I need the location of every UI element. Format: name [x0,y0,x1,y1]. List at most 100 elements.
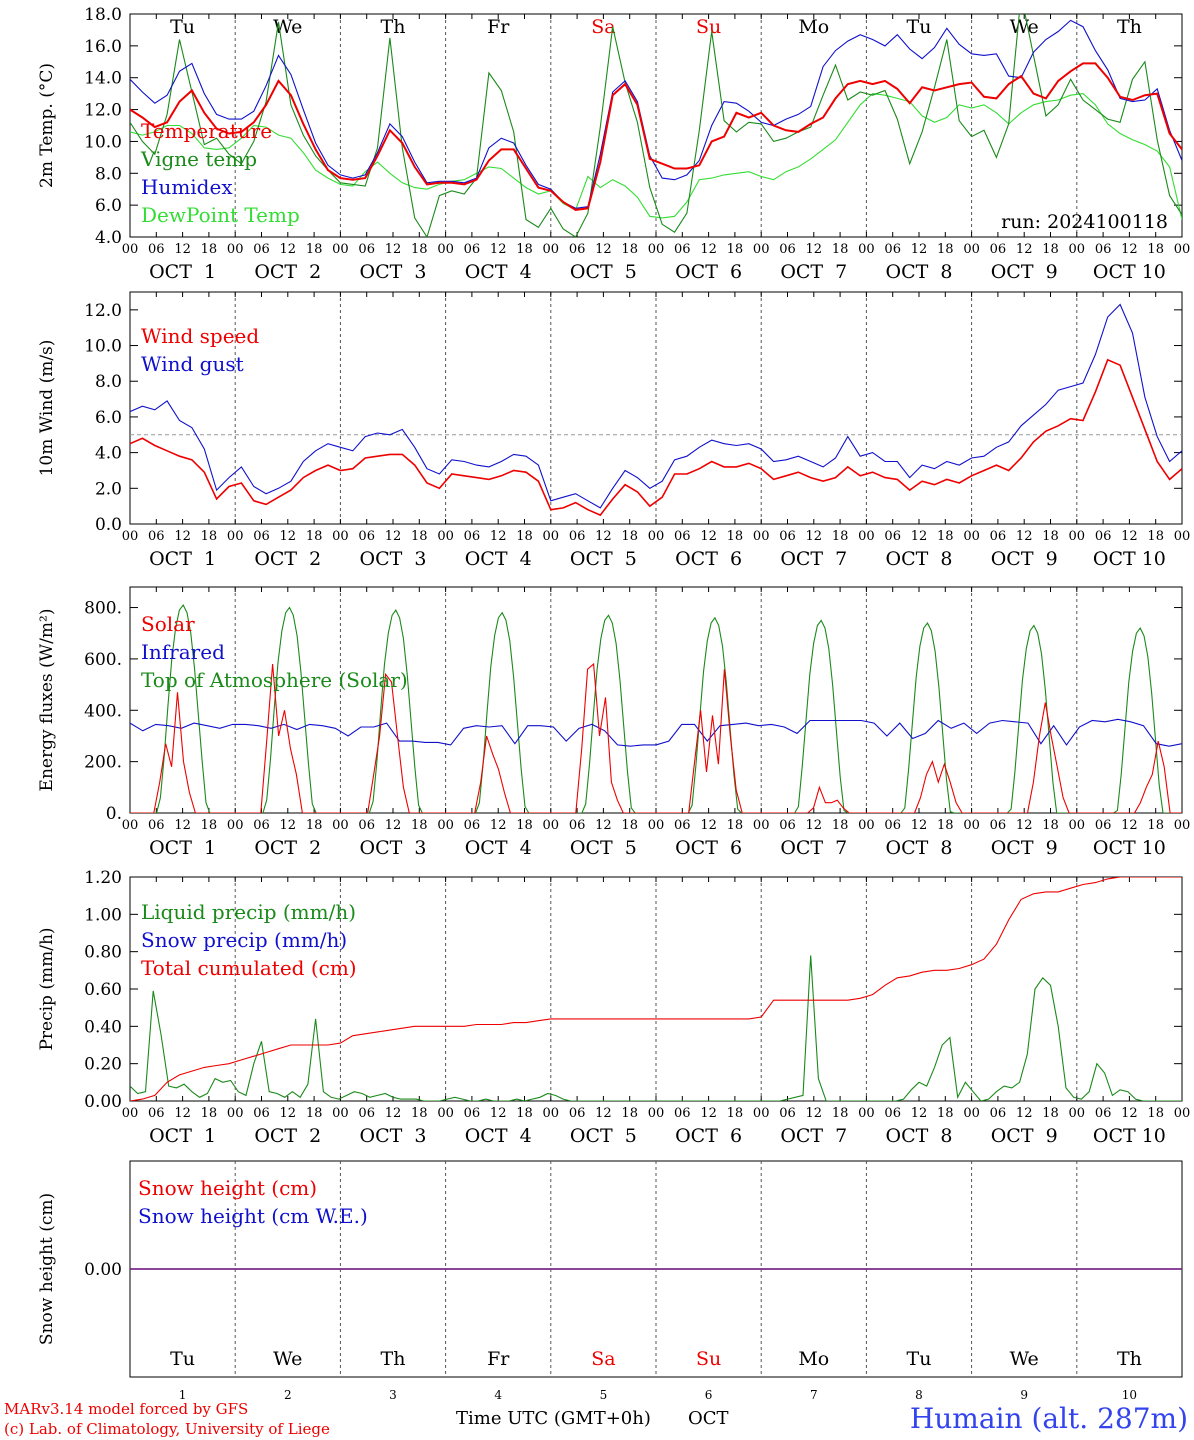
hour-tick-label: 00 [1174,242,1191,257]
hour-tick-label: 00 [543,1106,560,1121]
y-tick-label: 0. [106,804,122,824]
hour-tick-label: 06 [358,242,375,257]
hour-tick-label: 18 [306,242,323,257]
weekday-label: Mo [798,1348,829,1370]
legend-entry: Total cumulated (cm) [141,956,357,980]
date-label: OCT 3 [360,261,427,283]
hour-tick-label: 12 [1016,1106,1033,1121]
hour-tick-label: 18 [621,1106,638,1121]
hour-tick-label: 00 [858,529,875,544]
legend-entry: Wind gust [141,352,244,376]
day-number-label: 7 [810,1388,818,1402]
date-label: OCT 9 [991,1125,1058,1147]
hour-tick-label: 12 [1016,818,1033,833]
hour-tick-label: 00 [437,529,454,544]
weekday-label: Tu [907,1348,932,1370]
hour-tick-label: 18 [411,1106,428,1121]
hour-tick-label: 12 [385,529,402,544]
hour-tick-label: 00 [1174,818,1191,833]
y-tick-label: 0.80 [84,943,122,963]
hour-tick-label: 12 [1121,1106,1138,1121]
hour-tick-label: 00 [1069,242,1086,257]
hour-tick-label: 12 [174,818,191,833]
hour-tick-label: 18 [727,818,744,833]
hour-tick-label: 18 [411,242,428,257]
series-line-blue [130,303,1182,509]
hour-tick-label: 18 [516,1106,533,1121]
y-tick-label: 6.0 [95,196,122,216]
hour-tick-label: 18 [411,529,428,544]
day-number-label: 4 [494,1388,502,1402]
legend-entry: Infrared [141,640,225,664]
hour-tick-label: 06 [1095,242,1112,257]
hour-tick-label: 06 [779,529,796,544]
date-label: OCT 1 [149,261,216,283]
date-label: OCT 1 [149,837,216,859]
hour-tick-label: 00 [648,242,665,257]
day-number-label: 1 [179,1388,187,1402]
hour-tick-label: 18 [1147,1106,1164,1121]
hour-tick-label: 06 [148,818,165,833]
hour-tick-label: 12 [280,818,297,833]
y-tick-label: 200. [84,753,122,773]
date-label: OCT 2 [254,1125,321,1147]
series-line-blue [130,718,1182,747]
hour-tick-label: 18 [621,818,638,833]
hour-tick-label: 12 [806,818,823,833]
hour-tick-label: 18 [832,1106,849,1121]
hour-tick-label: 12 [806,1106,823,1121]
series-line-lightgreen [130,93,1182,220]
hour-tick-label: 12 [385,242,402,257]
date-label: OCT 6 [675,1125,742,1147]
hour-tick-label: 00 [1069,1106,1086,1121]
hour-tick-label: 12 [806,529,823,544]
hour-tick-label: 06 [779,242,796,257]
date-label: OCT 5 [570,548,637,570]
y-tick-label: 12.0 [84,101,122,121]
weekday-label: Sa [591,1348,615,1370]
day-number-label: 8 [915,1388,923,1402]
panel-2: 0.0 2.0 4.0 6.0 8.0 10.0 12.0 10m Wind (m/s) 00 0… [37,291,1190,570]
hour-tick-label: 00 [543,242,560,257]
date-label: OCT 4 [465,261,532,283]
hour-tick-label: 18 [516,242,533,257]
legend-entry: Snow precip (mm/h) [141,928,347,952]
y-tick-label: 0.00 [84,1260,122,1280]
hour-tick-label: 12 [174,1106,191,1121]
hour-tick-label: 06 [358,818,375,833]
y-tick-label: 8.0 [95,164,122,184]
hour-tick-label: 00 [227,529,244,544]
hour-tick-label: 06 [990,1106,1007,1121]
hour-tick-label: 06 [569,1106,586,1121]
y-tick-label: 10.0 [84,337,122,357]
weekday-label: Th [381,1348,406,1370]
hour-tick-label: 18 [621,529,638,544]
footer-station-name: Humain (alt. 287m) [910,1402,1188,1435]
day-number-label: 2 [284,1388,292,1402]
date-label: OCT 7 [780,548,847,570]
hour-tick-label: 12 [490,1106,507,1121]
weekday-label: Su [696,1348,721,1370]
date-label: OCT 5 [570,1125,637,1147]
y-tick-label: 600. [84,650,122,670]
footer-model-credit: MARv3.14 model forced by GFS [4,1400,248,1418]
hour-tick-label: 00 [332,529,349,544]
y-tick-label: 1.00 [84,905,122,925]
hour-tick-label: 00 [437,1106,454,1121]
hour-tick-label: 12 [700,818,717,833]
date-label: OCT 4 [465,1125,532,1147]
legend-entry: Humidex [141,175,233,199]
date-label: OCT 9 [991,261,1058,283]
hour-tick-label: 06 [674,529,691,544]
hour-tick-label: 12 [595,242,612,257]
hour-tick-label: 12 [595,818,612,833]
date-label: OCT 4 [465,837,532,859]
y-axis-label: Energy fluxes (W/m²) [37,609,57,792]
weekday-label: Th [381,16,406,38]
y-tick-label: 1.20 [84,868,122,888]
footer: MARv3.14 model forced by GFS (c) Lab. of… [4,1400,1188,1438]
hour-tick-label: 00 [122,242,139,257]
hour-tick-label: 06 [253,818,270,833]
hour-tick-label: 06 [358,1106,375,1121]
hour-tick-label: 06 [779,818,796,833]
